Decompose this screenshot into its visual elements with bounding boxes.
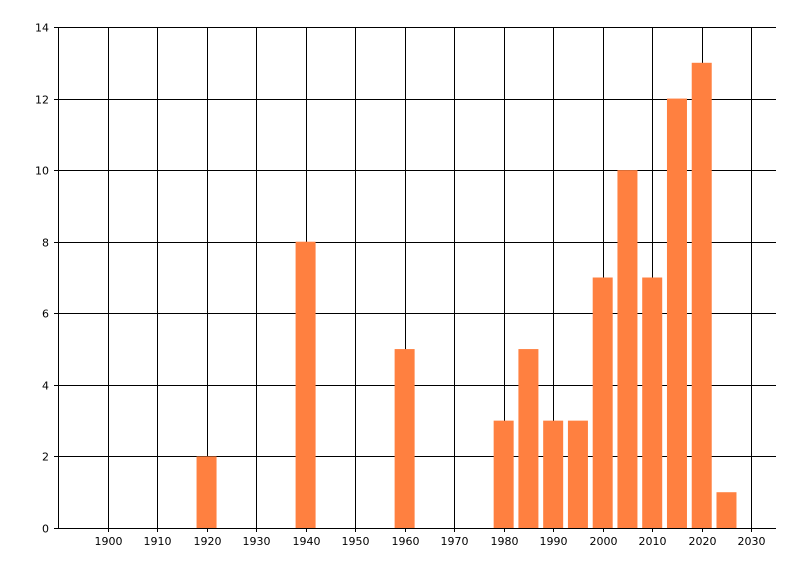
y-tick-label: 4: [42, 380, 49, 393]
x-tick-label: 1920: [194, 535, 222, 548]
bar: [394, 349, 415, 528]
tick-labels: 0 2 4 6 8 10 12 14 1900 1910 1920 1930 1940 1950 1960 1…: [35, 22, 766, 549]
y-tick-label: 14: [35, 22, 49, 35]
x-tick-label: 2000: [590, 535, 618, 548]
bar: [295, 241, 316, 528]
bar: [196, 456, 217, 528]
y-tick-label: 8: [42, 237, 49, 250]
y-tick-label: 2: [42, 451, 49, 464]
y-tick-label: 10: [35, 165, 49, 178]
bar: [691, 62, 712, 529]
x-tick-label: 1980: [491, 535, 519, 548]
x-tick-label: 1900: [95, 535, 123, 548]
x-tick-label: 1930: [243, 535, 271, 548]
x-tick-label: 2030: [738, 535, 766, 548]
bar: [716, 492, 737, 528]
x-tick-label: 1970: [441, 535, 469, 548]
x-tick-label: 2010: [639, 535, 667, 548]
x-tick-label: 1910: [144, 535, 172, 548]
bar: [617, 170, 638, 528]
bars: [196, 62, 737, 529]
y-tick-label: 6: [42, 308, 49, 321]
x-tick-label: 1950: [342, 535, 370, 548]
bar: [493, 420, 514, 528]
x-tick-label: 2020: [689, 535, 717, 548]
bar: [518, 349, 539, 528]
axes: [54, 27, 776, 532]
bar: [666, 98, 687, 529]
y-tick-label: 12: [35, 94, 49, 107]
x-tick-label: 1960: [392, 535, 420, 548]
bar: [592, 277, 613, 528]
x-tick-label: 1940: [293, 535, 321, 548]
bar: [642, 277, 663, 528]
bar: [543, 420, 564, 528]
y-tick-label: 0: [42, 523, 49, 536]
x-tick-label: 1990: [540, 535, 568, 548]
bar: [567, 420, 588, 528]
